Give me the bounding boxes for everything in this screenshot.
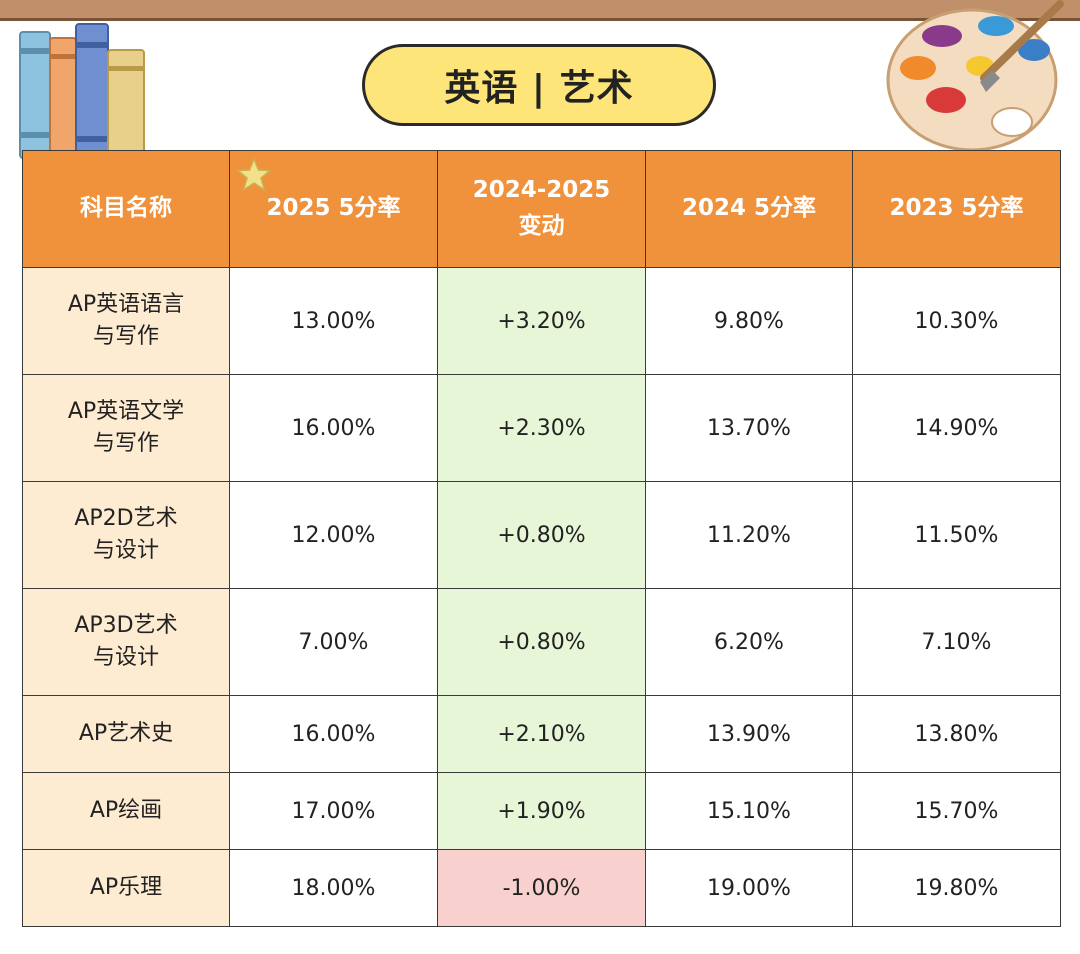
cell-2023-rate: 14.90%: [852, 374, 1061, 482]
cell-2025-rate: 12.00%: [229, 481, 438, 589]
cell-subject-name: AP乐理: [22, 849, 230, 927]
subject-name-line: AP3D艺术: [74, 613, 178, 639]
header-2024-rate: 2024 5分率: [645, 150, 853, 268]
cell-subject-name: AP2D艺术 与设计: [22, 481, 230, 589]
cell-2025-rate: 18.00%: [229, 849, 438, 927]
cell-2023-rate: 19.80%: [852, 849, 1061, 927]
cell-subject-name: AP英语文学 与写作: [22, 374, 230, 482]
subject-name-line: AP绘画: [89, 798, 163, 824]
cell-2023-rate: 13.80%: [852, 695, 1061, 773]
header-2025-rate: 2025 5分率: [229, 150, 438, 268]
cell-change: +1.90%: [437, 772, 646, 850]
table-row: AP3D艺术 与设计 7.00% +0.80% 6.20% 7.10%: [22, 588, 1061, 696]
cell-subject-name: AP绘画: [22, 772, 230, 850]
cell-change: +0.80%: [437, 588, 646, 696]
cell-2025-rate: 16.00%: [229, 695, 438, 773]
cell-change: +2.30%: [437, 374, 646, 482]
header-change-line: 变动: [518, 213, 565, 239]
header-change-line: 2024-2025: [472, 177, 611, 204]
subject-name-line: AP乐理: [89, 875, 163, 901]
subject-name-line: AP英语语言: [67, 292, 185, 318]
cell-2024-rate: 6.20%: [645, 588, 853, 696]
cell-2025-rate: 7.00%: [229, 588, 438, 696]
subject-name-line: AP2D艺术: [74, 506, 178, 532]
top-border-bar: [0, 0, 1080, 21]
cell-change: +3.20%: [437, 267, 646, 375]
cell-2024-rate: 13.70%: [645, 374, 853, 482]
ap-score-rate-table: 科目名称 2025 5分率 2024-2025 变动 2024 5分率 2023 …: [22, 150, 1061, 927]
subject-name-line: 与设计: [92, 538, 159, 563]
cell-2024-rate: 15.10%: [645, 772, 853, 850]
cell-2023-rate: 7.10%: [852, 588, 1061, 696]
cell-2025-rate: 17.00%: [229, 772, 438, 850]
cell-2024-rate: 9.80%: [645, 267, 853, 375]
cell-2024-rate: 19.00%: [645, 849, 853, 927]
subject-name-line: AP艺术史: [78, 721, 174, 747]
table-row: AP2D艺术 与设计 12.00% +0.80% 11.20% 11.50%: [22, 481, 1061, 589]
page-title: 英语 | 艺术: [362, 44, 716, 126]
table-header-row: 科目名称 2025 5分率 2024-2025 变动 2024 5分率 2023 …: [22, 150, 1061, 268]
cell-2023-rate: 10.30%: [852, 267, 1061, 375]
subject-name-line: 与写作: [92, 431, 159, 456]
cell-2024-rate: 11.20%: [645, 481, 853, 589]
cell-2023-rate: 11.50%: [852, 481, 1061, 589]
subject-name-line: AP英语文学: [67, 399, 185, 425]
cell-subject-name: AP艺术史: [22, 695, 230, 773]
cell-subject-name: AP英语语言 与写作: [22, 267, 230, 375]
star-icon: [236, 157, 272, 192]
header-2023-rate: 2023 5分率: [852, 150, 1061, 268]
header-2025-rate-label: 2025 5分率: [266, 195, 401, 222]
subject-name-line: 与设计: [92, 645, 159, 670]
cell-change: +0.80%: [437, 481, 646, 589]
cell-change: -1.00%: [437, 849, 646, 927]
paint-palette-icon: [886, 0, 1064, 152]
header-subject-name: 科目名称: [22, 150, 230, 268]
cell-2025-rate: 13.00%: [229, 267, 438, 375]
cell-change: +2.10%: [437, 695, 646, 773]
cell-2023-rate: 15.70%: [852, 772, 1061, 850]
table-row: AP乐理 18.00% -1.00% 19.00% 19.80%: [22, 849, 1061, 927]
cell-2025-rate: 16.00%: [229, 374, 438, 482]
subject-name-line: 与写作: [92, 324, 159, 349]
header-change: 2024-2025 变动: [437, 150, 646, 268]
cell-2024-rate: 13.90%: [645, 695, 853, 773]
cell-subject-name: AP3D艺术 与设计: [22, 588, 230, 696]
table-row: AP绘画 17.00% +1.90% 15.10% 15.70%: [22, 772, 1061, 850]
table-row: AP英语文学 与写作 16.00% +2.30% 13.70% 14.90%: [22, 374, 1061, 482]
table-row: AP艺术史 16.00% +2.10% 13.90% 13.80%: [22, 695, 1061, 773]
books-icon: [19, 23, 145, 159]
table-row: AP英语语言 与写作 13.00% +3.20% 9.80% 10.30%: [22, 267, 1061, 375]
